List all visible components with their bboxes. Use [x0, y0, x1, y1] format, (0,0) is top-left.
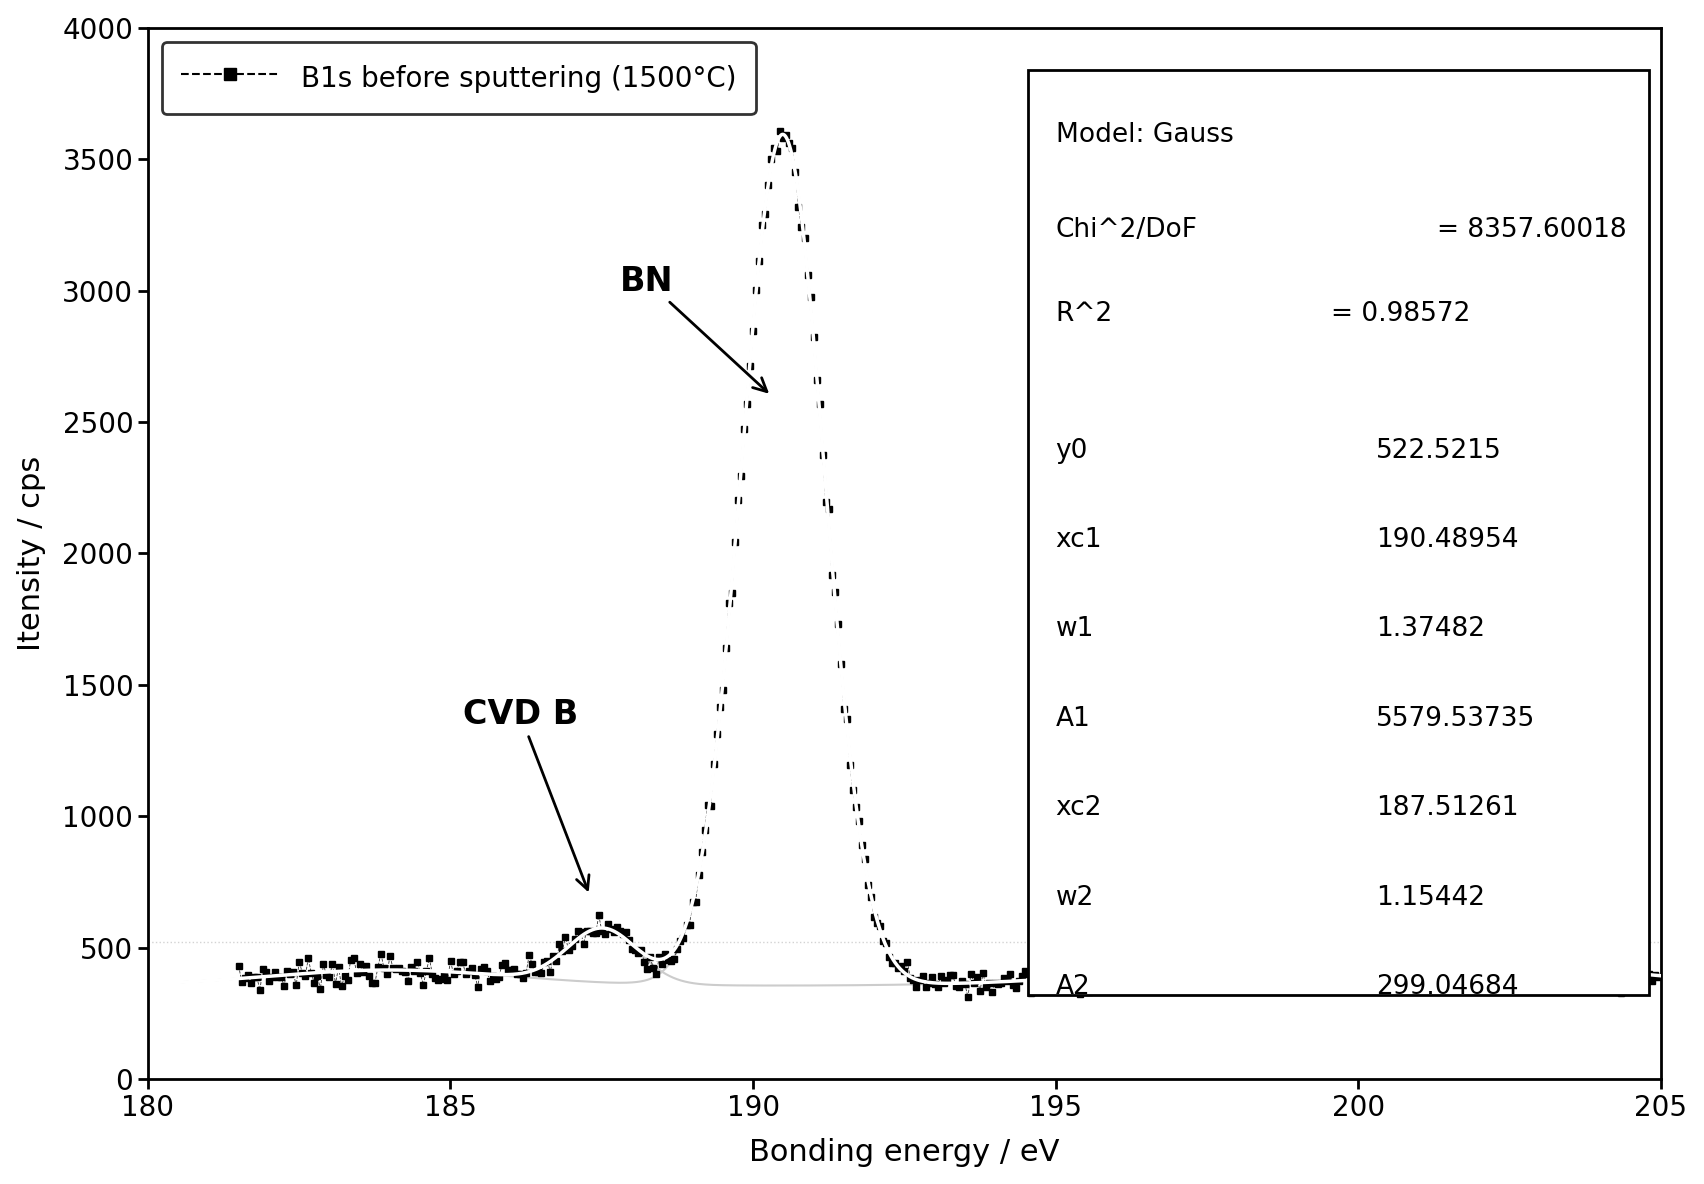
X-axis label: Bonding energy / eV: Bonding energy / eV	[750, 1138, 1060, 1167]
Text: Model: Gauss: Model: Gauss	[1056, 122, 1234, 148]
Text: = 0.98572: = 0.98572	[1331, 301, 1471, 327]
Text: w2: w2	[1056, 884, 1094, 910]
Text: = 8357.60018: = 8357.60018	[1436, 217, 1627, 243]
Text: 5579.53735: 5579.53735	[1377, 706, 1535, 732]
Legend: B1s before sputtering (1500°C): B1s before sputtering (1500°C)	[162, 41, 755, 115]
FancyBboxPatch shape	[1029, 70, 1649, 995]
Text: 299.04684: 299.04684	[1377, 974, 1518, 1000]
Text: 1.15442: 1.15442	[1377, 884, 1486, 910]
Text: BN: BN	[620, 264, 767, 392]
Text: 190.48954: 190.48954	[1377, 527, 1518, 553]
Text: y0: y0	[1056, 438, 1089, 464]
Text: A1: A1	[1056, 706, 1091, 732]
Text: 187.51261: 187.51261	[1377, 796, 1518, 822]
Text: 1.37482: 1.37482	[1377, 617, 1486, 643]
Text: w1: w1	[1056, 617, 1094, 643]
Text: R^2: R^2	[1056, 301, 1113, 327]
Text: A2: A2	[1056, 974, 1091, 1000]
Text: xc2: xc2	[1056, 796, 1102, 822]
Text: xc1: xc1	[1056, 527, 1102, 553]
Text: CVD B: CVD B	[462, 699, 590, 889]
Text: 522.5215: 522.5215	[1377, 438, 1503, 464]
Text: Chi^2/DoF: Chi^2/DoF	[1056, 217, 1198, 243]
Y-axis label: Itensity / cps: Itensity / cps	[17, 456, 46, 651]
